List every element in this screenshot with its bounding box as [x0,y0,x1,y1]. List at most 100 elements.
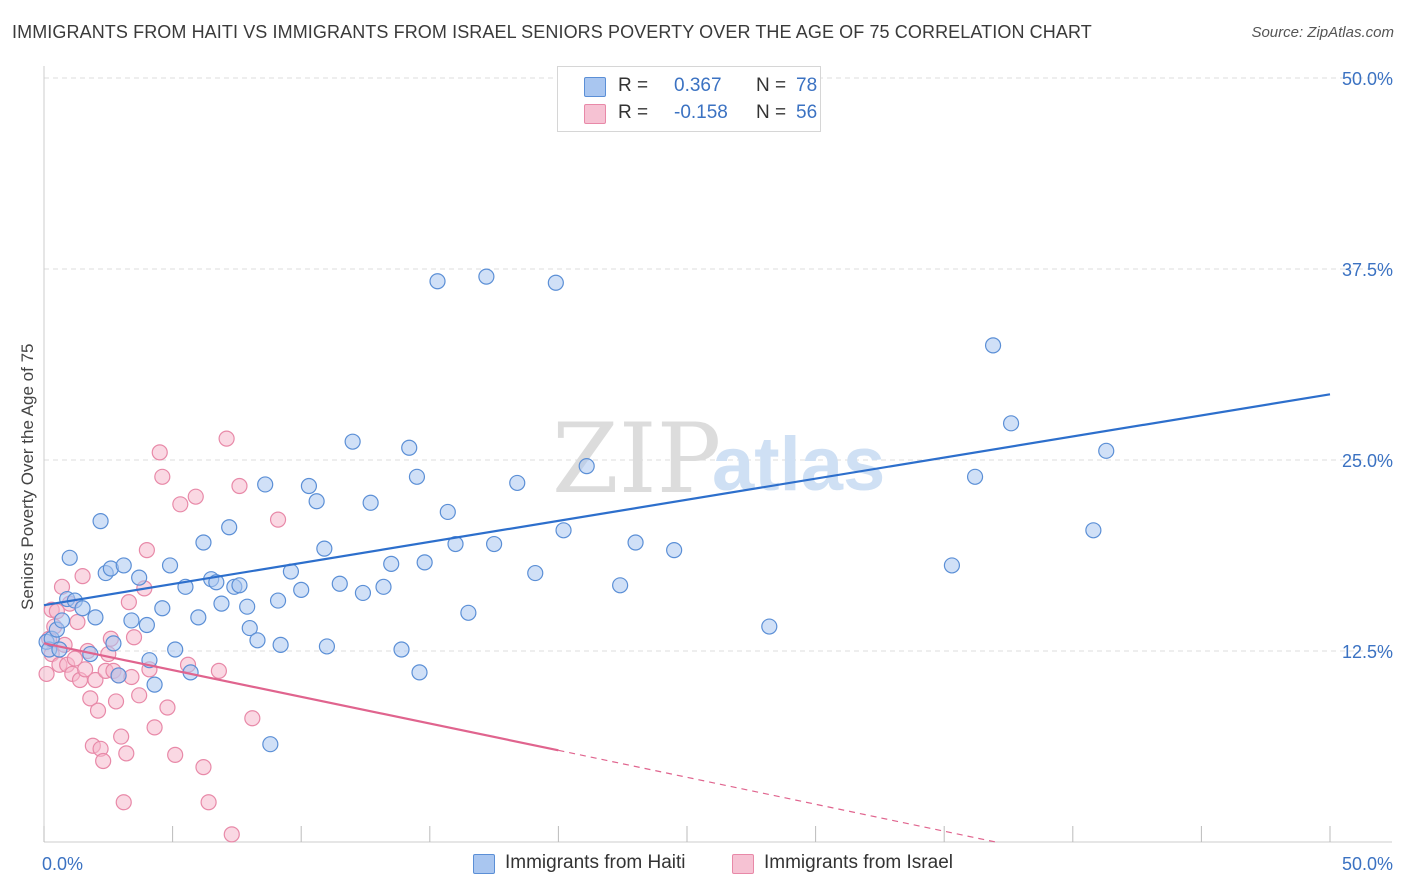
israel-point [195,759,212,776]
legend-israel-label: Immigrants from Israel [764,852,953,873]
haiti-points [38,268,1115,753]
israel-points [38,430,287,843]
haiti-point [74,600,91,617]
source-label: Source: ZipAtlas.com [1251,24,1394,41]
israel-point [200,794,217,811]
israel-point [218,430,235,447]
series-legend: Immigrants from Haiti Immigrants from Is… [0,852,1406,878]
legend-haiti-r: 0.367 [674,75,722,96]
israel-trend-extension [558,749,996,843]
haiti-point [146,676,163,693]
israel-point [113,728,130,745]
israel-point [87,671,104,689]
haiti-trend-line [43,393,1331,607]
haiti-point [966,468,984,485]
legend-haiti-label: Immigrants from Haiti [505,852,686,873]
israel-point [167,746,184,764]
legend-r-label: R = [618,75,649,96]
israel-swatch [584,104,606,124]
haiti-point [547,274,564,291]
haiti-point [195,534,212,551]
x-tick-label: 50.0% [1342,854,1393,874]
haiti-point [131,569,148,586]
haiti-point [486,535,503,553]
israel-point [125,629,143,646]
israel-point [172,496,189,513]
israel-point [69,613,86,631]
israel-point [244,710,261,727]
haiti-point [1085,522,1102,539]
haiti-point [239,598,256,615]
haiti-point [578,458,595,475]
watermark-atlas: atlas [712,422,885,507]
haiti-point [110,667,127,684]
haiti-point [509,474,526,492]
israel-point [82,690,99,707]
legend-haiti-n: 78 [796,75,818,96]
israel-point [210,662,227,679]
haiti-point [1098,442,1115,459]
haiti-point [272,636,289,653]
israel-point [146,719,163,736]
haiti-point [1002,415,1020,432]
haiti-point [213,595,230,612]
haiti-point [331,575,348,592]
legend-israel-n: 56 [796,102,818,123]
haiti-swatch [473,854,495,874]
israel-point [95,752,112,770]
trend-lines [43,393,1331,843]
haiti-point [429,273,446,290]
legend-n-label: N = [756,102,787,123]
israel-point [223,826,240,843]
x-tick-label: 0.0% [42,854,83,874]
haiti-point [87,609,104,626]
legend-israel-r: -0.158 [674,102,728,123]
y-tick-label: 12.5% [1342,642,1393,662]
haiti-point [115,557,132,574]
israel-point [89,702,107,719]
israel-point [138,542,155,559]
haiti-point [257,476,274,493]
haiti-point [411,664,428,681]
haiti-point [138,616,155,634]
haiti-point [161,557,179,574]
haiti-point [105,635,122,652]
israel-point [120,594,137,611]
israel-trend-line [43,642,559,752]
haiti-point [308,493,325,510]
haiti-point [316,540,333,557]
haiti-point [439,503,456,521]
legend-r-label: R = [618,102,649,123]
haiti-point [761,618,778,635]
y-tick-label: 50.0% [1342,69,1393,89]
haiti-point [269,592,287,609]
israel-point [38,665,55,683]
haiti-point [447,535,464,553]
chart-title: IMMIGRANTS FROM HAITI VS IMMIGRANTS FROM… [12,22,1092,42]
haiti-point [262,736,279,753]
israel-point [115,794,132,811]
haiti-point [943,557,961,574]
haiti-point [627,534,644,551]
israel-point [107,693,125,710]
israel-point [159,699,176,716]
israel-point [269,511,287,528]
haiti-point [221,519,238,536]
haiti-point [344,433,361,450]
y-tick-label: 25.0% [1342,451,1393,471]
israel-point [66,650,83,667]
haiti-point [666,542,683,559]
israel-point [118,745,135,762]
watermark-zip: ZIP [552,403,721,515]
haiti-point [318,638,336,655]
haiti-point [408,468,426,485]
haiti-point [51,641,68,658]
grid-lines [44,77,1392,652]
haiti-point [354,584,372,602]
haiti-point [231,577,248,594]
tick-labels: 12.5% 25.0% 37.5% 50.0% 0.0% 50.0% [42,69,1393,874]
haiti-point [375,578,392,595]
israel-point [131,687,148,704]
haiti-point [167,641,184,658]
haiti-point [123,612,140,629]
